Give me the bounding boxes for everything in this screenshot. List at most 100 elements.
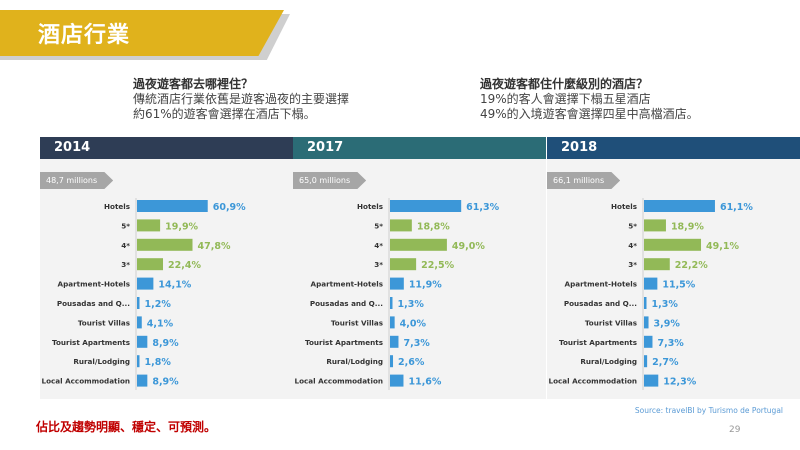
panel-title-2018: 2018 bbox=[547, 137, 800, 159]
bar-tourist-apartments-2017 bbox=[390, 335, 399, 348]
intro-right-line1: 19%的客人會選擇下榻五星酒店 bbox=[480, 92, 651, 106]
category-label-3-2018: 3* bbox=[628, 260, 637, 269]
value-label-apartment-hotels-2014: 14,1% bbox=[158, 280, 191, 291]
category-label-tourist-villas-2017: Tourist Villas bbox=[331, 318, 383, 327]
category-label-rural-lodging-2018: Rural/Lodging bbox=[580, 357, 637, 366]
page-title: 酒店行業 bbox=[38, 23, 131, 48]
value-label-tourist-villas-2017: 4,0% bbox=[400, 318, 427, 329]
chart-panel-2018: 2018 66,1 millions Hotels 61,1% 5* 18,9% 4* 4… bbox=[547, 137, 800, 399]
category-label-rural-lodging-2014: Rural/Lodging bbox=[73, 357, 130, 366]
page-number: 29 bbox=[729, 425, 741, 435]
intro-right-question: 過夜遊客都住什麼級別的酒店？ bbox=[480, 77, 649, 91]
bar-5-2014 bbox=[137, 219, 161, 232]
intro-right: 過夜遊客都住什麼級別的酒店？ 19%的客人會選擇下榻五星酒店 49%的入境遊客會… bbox=[480, 77, 740, 122]
title-banner bbox=[0, 10, 284, 56]
value-label-tourist-apartments-2018: 7,3% bbox=[657, 338, 684, 349]
bar-rural-lodging-2014 bbox=[137, 355, 140, 368]
bar-tourist-apartments-2014 bbox=[137, 335, 148, 348]
value-label-local-accommodation-2018: 12,3% bbox=[663, 377, 696, 388]
value-label-3-2018: 22,2% bbox=[675, 260, 708, 271]
bar-hotels-2018 bbox=[644, 200, 715, 212]
chart-panel-2014: 2014 48,7 millions Hotels 60,9% 5* 19,9% 4* 4… bbox=[40, 137, 293, 399]
value-label-tourist-apartments-2014: 8,9% bbox=[152, 338, 179, 349]
category-label-local-accommodation-2014: Local Accommodation bbox=[42, 377, 130, 386]
category-label-tourist-apartments-2014: Tourist Apartments bbox=[52, 338, 130, 347]
category-label-4-2018: 4* bbox=[628, 241, 637, 250]
value-label-tourist-villas-2018: 3,9% bbox=[654, 318, 681, 329]
bar-4-2018 bbox=[644, 238, 702, 251]
category-label-pousadas-and-q-2017: Pousadas and Q... bbox=[310, 299, 383, 308]
bar-chart-2014: Hotels 60,9% 5* 19,9% 4* 47,8% 3* 22,4% Apartmen… bbox=[42, 198, 246, 390]
category-label-apartment-hotels-2018: Apartment-Hotels bbox=[565, 280, 637, 289]
bar-5-2017 bbox=[390, 219, 412, 232]
value-label-pousadas-and-q-2014: 1,2% bbox=[145, 299, 172, 310]
panel-title-2014: 2014 bbox=[40, 137, 293, 159]
bar-pousadas-and-q-2014 bbox=[137, 297, 140, 309]
category-label-apartment-hotels-2017: Apartment-Hotels bbox=[311, 280, 383, 289]
bar-4-2017 bbox=[390, 238, 447, 251]
bar-chart-2017: Hotels 61,3% 5* 18,8% 4* 49,0% 3* 22,5% Apartmen… bbox=[295, 198, 500, 390]
category-label-5-2017: 5* bbox=[374, 221, 383, 230]
category-label-pousadas-and-q-2018: Pousadas and Q... bbox=[564, 299, 637, 308]
bar-hotels-2017 bbox=[390, 200, 462, 212]
bar-tourist-villas-2018 bbox=[644, 316, 649, 329]
category-label-hotels-2014: Hotels bbox=[104, 202, 130, 211]
bar-chart-2018: Hotels 61,1% 5* 18,9% 4* 49,1% 3* 22,2% Apartmen… bbox=[549, 198, 753, 390]
category-label-tourist-villas-2014: Tourist Villas bbox=[78, 318, 130, 327]
category-label-5-2014: 5* bbox=[121, 221, 130, 230]
value-label-hotels-2018: 61,1% bbox=[720, 202, 753, 213]
value-label-5-2017: 18,8% bbox=[417, 221, 450, 232]
bar-local-accommodation-2018 bbox=[644, 374, 659, 387]
value-label-pousadas-and-q-2018: 1,3% bbox=[652, 299, 679, 310]
category-label-local-accommodation-2018: Local Accommodation bbox=[549, 377, 637, 386]
value-label-pousadas-and-q-2017: 1,3% bbox=[398, 299, 425, 310]
category-label-3-2014: 3* bbox=[121, 260, 130, 269]
category-label-3-2017: 3* bbox=[374, 260, 383, 269]
bar-local-accommodation-2017 bbox=[390, 374, 404, 387]
source-note: Source: travelBI by Turismo de Portugal bbox=[634, 406, 783, 415]
bar-rural-lodging-2017 bbox=[390, 355, 394, 368]
category-label-rural-lodging-2017: Rural/Lodging bbox=[326, 357, 383, 366]
category-label-tourist-apartments-2017: Tourist Apartments bbox=[305, 338, 383, 347]
value-label-tourist-villas-2014: 4,1% bbox=[147, 318, 174, 329]
intro-left: 過夜遊客都去哪裡住？ 傳統酒店行業依舊是遊客過夜的主要選擇 約61%的遊客會選擇… bbox=[133, 77, 393, 122]
category-label-tourist-villas-2018: Tourist Villas bbox=[585, 318, 637, 327]
bar-apartment-hotels-2018 bbox=[644, 277, 658, 290]
value-label-4-2018: 49,1% bbox=[706, 241, 739, 252]
value-label-hotels-2014: 60,9% bbox=[213, 202, 246, 213]
intro-left-line1: 傳統酒店行業依舊是遊客過夜的主要選擇 bbox=[133, 92, 350, 106]
value-label-rural-lodging-2017: 2,6% bbox=[398, 357, 425, 368]
category-label-5-2018: 5* bbox=[628, 221, 637, 230]
category-label-pousadas-and-q-2014: Pousadas and Q... bbox=[57, 299, 130, 308]
value-label-3-2014: 22,4% bbox=[168, 260, 201, 271]
value-label-5-2014: 19,9% bbox=[165, 221, 198, 232]
intro-left-line2: 約61%的遊客會選擇在酒店下榻。 bbox=[133, 107, 316, 121]
value-label-rural-lodging-2014: 1,8% bbox=[145, 357, 172, 368]
footnote: 佔比及趨勢明顯、穩定、可預測。 bbox=[36, 420, 217, 434]
bar-local-accommodation-2014 bbox=[137, 374, 148, 387]
bar-pousadas-and-q-2017 bbox=[390, 297, 393, 309]
value-label-4-2014: 47,8% bbox=[198, 241, 231, 252]
bar-hotels-2014 bbox=[137, 200, 208, 212]
intro-right-line2: 49%的入境遊客會選擇四星中高檔酒店。 bbox=[480, 107, 699, 121]
bar-rural-lodging-2018 bbox=[644, 355, 648, 368]
total-visitors-2017: 65,0 millions bbox=[293, 172, 367, 189]
bar-apartment-hotels-2014 bbox=[137, 277, 154, 290]
value-label-tourist-apartments-2017: 7,3% bbox=[403, 338, 430, 349]
value-label-4-2017: 49,0% bbox=[452, 241, 485, 252]
panel-title-2017: 2017 bbox=[293, 137, 546, 159]
category-label-hotels-2018: Hotels bbox=[611, 202, 637, 211]
bar-tourist-apartments-2018 bbox=[644, 335, 653, 348]
bar-4-2014 bbox=[137, 238, 193, 251]
bar-tourist-villas-2014 bbox=[137, 316, 142, 329]
category-label-apartment-hotels-2014: Apartment-Hotels bbox=[58, 280, 130, 289]
value-label-apartment-hotels-2017: 11,9% bbox=[409, 280, 442, 291]
value-label-3-2017: 22,5% bbox=[421, 260, 454, 271]
category-label-local-accommodation-2017: Local Accommodation bbox=[295, 377, 383, 386]
bar-3-2017 bbox=[390, 258, 417, 271]
value-label-5-2018: 18,9% bbox=[671, 221, 704, 232]
bar-5-2018 bbox=[644, 219, 666, 232]
chart-panel-2017: 2017 65,0 millions Hotels 61,3% 5* 18,8% 4* 4… bbox=[293, 137, 546, 399]
value-label-local-accommodation-2014: 8,9% bbox=[152, 377, 179, 388]
category-label-hotels-2017: Hotels bbox=[357, 202, 383, 211]
